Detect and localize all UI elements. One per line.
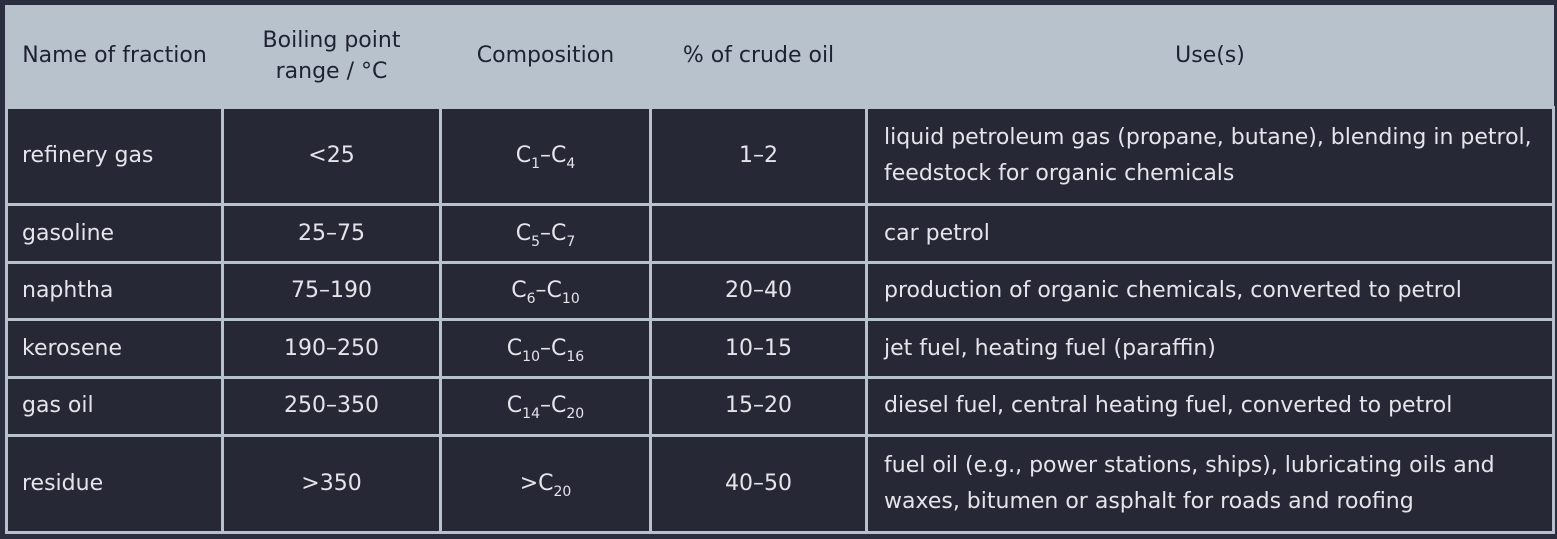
header-row: Name of fraction Boiling point range / °… <box>6 5 1554 108</box>
table-row: naphtha 75–190 C6–C10 20–40 production o… <box>5 260 1555 322</box>
uses-cell: fuel oil (e.g., power stations, ships), … <box>865 433 1555 535</box>
fraction-name-cell: gas oil <box>5 376 224 437</box>
composition-cell: C6–C10 <box>439 260 652 322</box>
percent-cell: 1–2 <box>649 105 868 207</box>
composition-end: C <box>551 393 567 419</box>
uses-cell: liquid petroleum gas (propane, butane), … <box>865 105 1555 207</box>
composition-cell: C10–C16 <box>439 318 652 380</box>
boiling-point-cell: 250–350 <box>221 376 442 437</box>
table-row: kerosene 190–250 C10–C16 10–15 jet fuel,… <box>5 318 1555 380</box>
composition-end: C <box>546 278 562 304</box>
composition-dash: – <box>540 220 551 246</box>
composition-dash: – <box>540 335 551 361</box>
percent-cell: 10–15 <box>649 318 868 380</box>
composition-dash: – <box>540 393 551 419</box>
fraction-name-cell: kerosene <box>5 318 224 380</box>
composition-end-subscript: 16 <box>566 348 585 365</box>
fractions-table-container: Name of fraction Boiling point range / °… <box>5 5 1555 535</box>
crude-oil-fractions-table: Name of fraction Boiling point range / °… <box>5 5 1555 535</box>
composition-start-subscript: 5 <box>531 233 540 250</box>
composition-start-subscript: 1 <box>531 156 540 173</box>
composition-start: >C <box>519 470 554 496</box>
fraction-name-cell: residue <box>5 433 224 535</box>
header-uses: Use(s) <box>866 5 1554 108</box>
header-composition: Composition <box>440 5 651 108</box>
composition-dash: – <box>535 278 547 304</box>
composition-end: C <box>551 220 567 246</box>
boiling-point-cell: >350 <box>221 433 442 535</box>
percent-cell <box>649 203 868 264</box>
boiling-point-cell: 75–190 <box>221 260 442 322</box>
composition-start-subscript: 6 <box>526 291 536 308</box>
table-row: residue >350 >C20 40–50 fuel oil (e.g., … <box>5 433 1555 535</box>
header-boiling-point-range: Boiling point range / °C <box>222 5 441 108</box>
composition-end-subscript: 4 <box>566 156 576 173</box>
composition-start-subscript: 20 <box>553 483 572 500</box>
percent-cell: 20–40 <box>649 260 868 322</box>
composition-cell: C1–C4 <box>439 105 652 207</box>
uses-cell: production of organic chemicals, convert… <box>865 260 1555 322</box>
composition-end-subscript: 7 <box>566 233 576 250</box>
percent-cell: 40–50 <box>649 433 868 535</box>
composition-start: C <box>506 393 523 419</box>
composition-cell: >C20 <box>439 433 652 535</box>
composition-start: C <box>511 278 527 304</box>
composition-start: C <box>515 220 532 246</box>
boiling-point-cell: 25–75 <box>221 203 442 264</box>
fraction-name-cell: naphtha <box>5 260 224 322</box>
composition-end: C <box>551 143 567 169</box>
uses-cell: diesel fuel, central heating fuel, conve… <box>865 376 1555 437</box>
percent-cell: 15–20 <box>649 376 868 437</box>
table-row: refinery gas <25 C1–C4 1–2 liquid petrol… <box>5 105 1555 207</box>
boiling-point-cell: 190–250 <box>221 318 442 380</box>
header-percent-of-crude-oil: % of crude oil <box>650 5 867 108</box>
composition-cell: C14–C20 <box>439 376 652 437</box>
composition-end-subscript: 10 <box>561 291 580 308</box>
composition-dash: – <box>540 143 551 169</box>
table-row: gas oil 250–350 C14–C20 15–20 diesel fue… <box>5 376 1555 437</box>
uses-cell: jet fuel, heating fuel (paraffin) <box>865 318 1555 380</box>
uses-cell: car petrol <box>865 203 1555 264</box>
composition-cell: C5–C7 <box>439 203 652 264</box>
table-row: gasoline 25–75 C5–C7 car petrol <box>5 203 1555 264</box>
composition-start: C <box>506 335 523 361</box>
header-name-of-fraction: Name of fraction <box>6 5 223 108</box>
composition-start-subscript: 10 <box>522 348 540 365</box>
composition-end-subscript: 20 <box>566 406 585 423</box>
composition-start-subscript: 14 <box>522 406 540 423</box>
composition-end: C <box>551 335 567 361</box>
boiling-point-cell: <25 <box>221 105 442 207</box>
composition-start: C <box>515 143 532 169</box>
fraction-name-cell: gasoline <box>5 203 224 264</box>
fraction-name-cell: refinery gas <box>5 105 224 207</box>
